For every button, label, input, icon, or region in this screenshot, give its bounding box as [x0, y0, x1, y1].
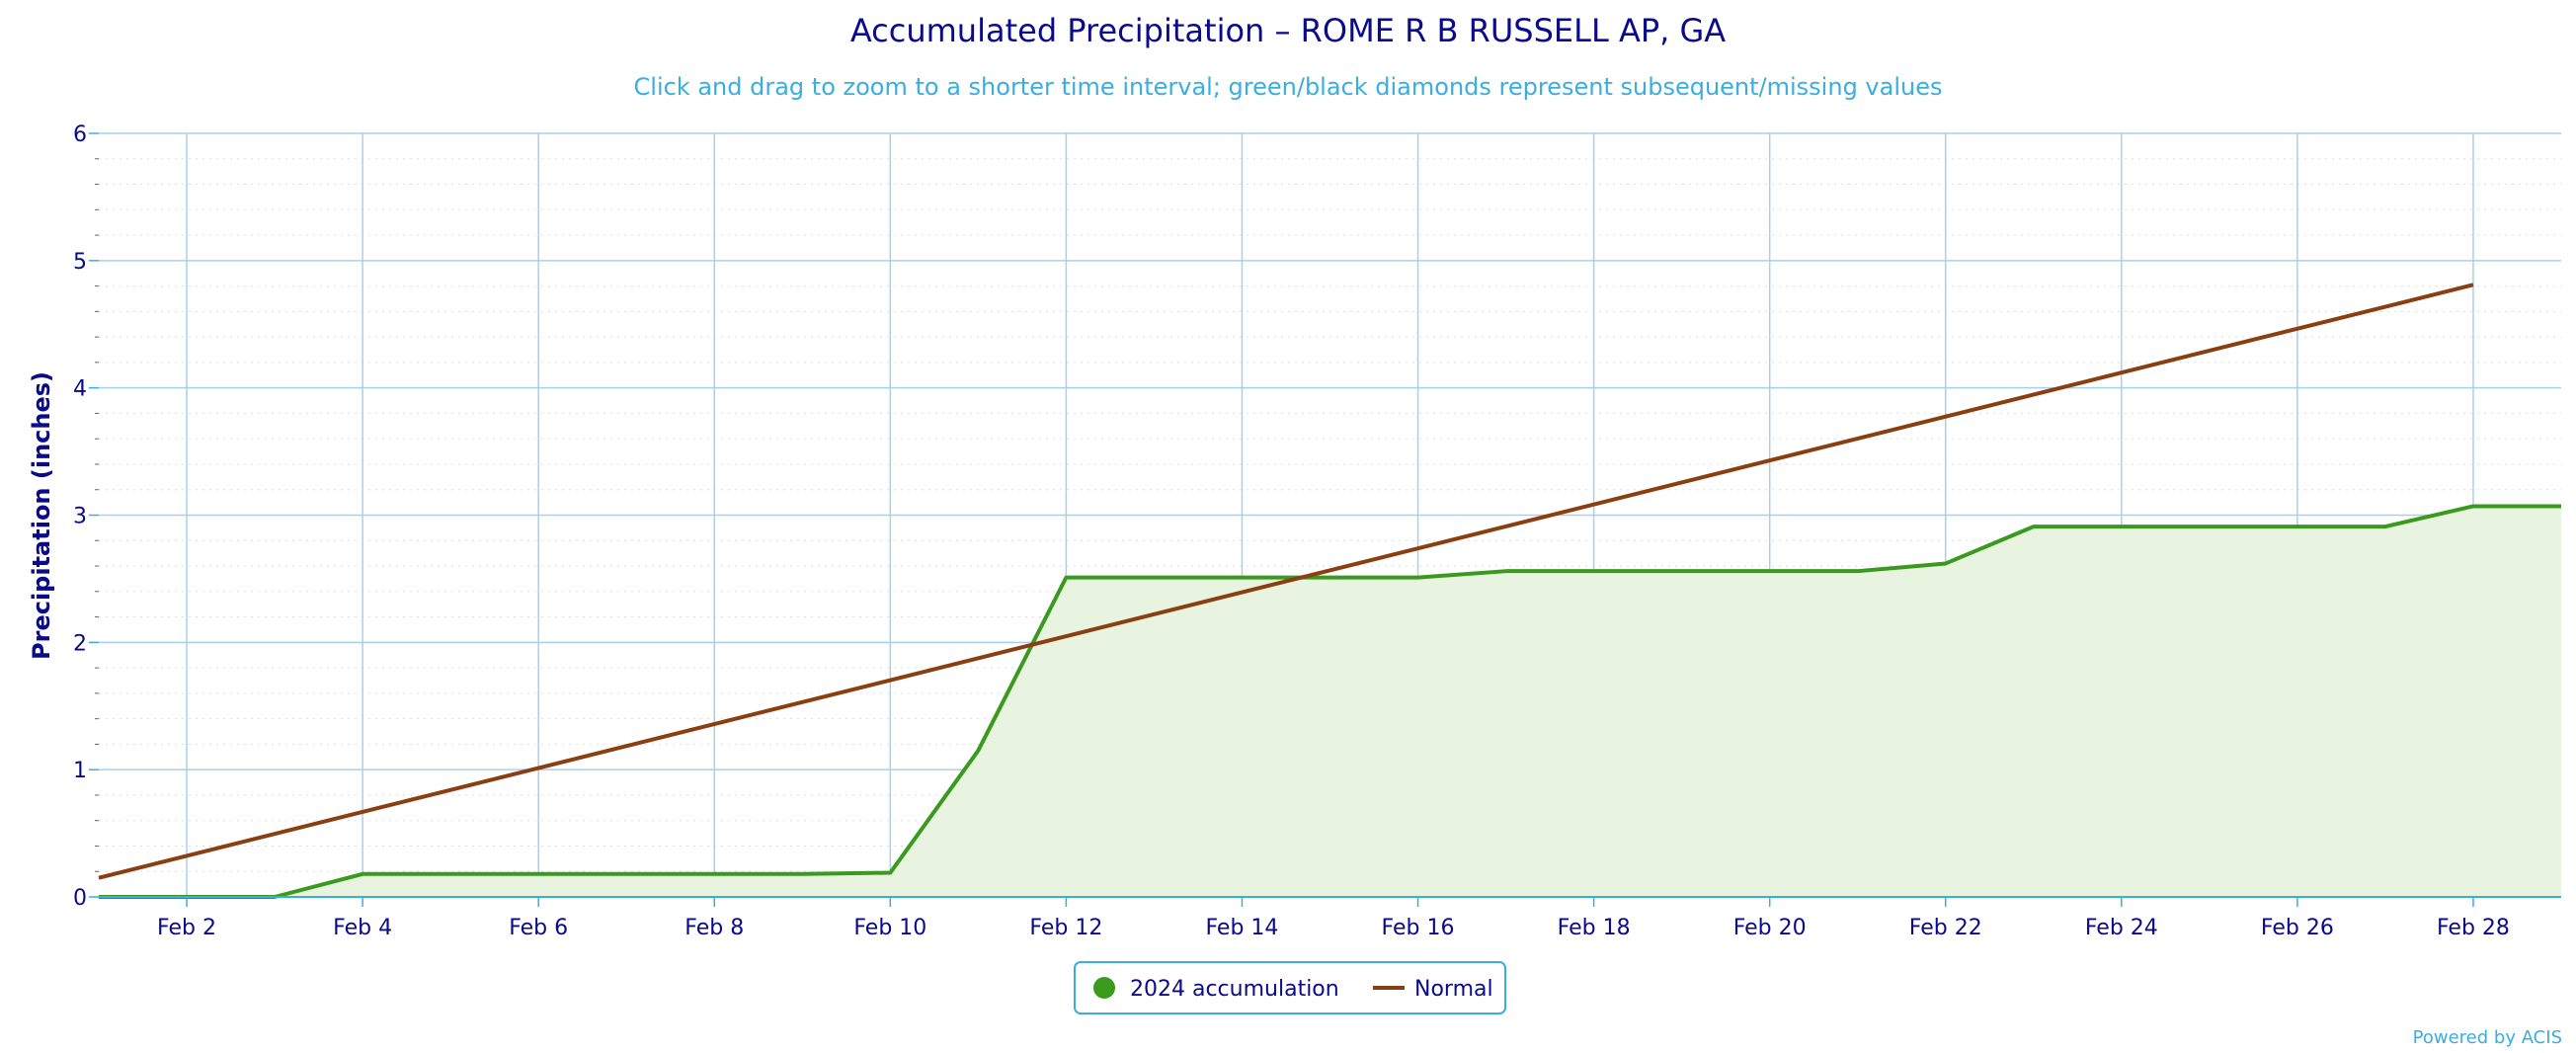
- accumulation-line: [99, 504, 2561, 899]
- legend-accumulation-label: 2024 accumulation: [1130, 977, 1339, 1002]
- x-tick-label: Feb 4: [333, 916, 392, 940]
- axes: 0 1 2 3 4 5 6 Feb 2 Feb 4 Feb 6 Feb 8 Feb 10 Feb 12 F…: [73, 122, 2561, 940]
- series-lines: [98, 283, 2561, 899]
- grid: [99, 132, 2561, 898]
- y-axis-label: Precipitation (inches): [28, 371, 55, 660]
- x-tick-label: Feb 6: [509, 916, 568, 940]
- y-tick-label: 0: [73, 886, 87, 911]
- x-tick-label: Feb 28: [2437, 916, 2510, 940]
- x-tick-label: Feb 2: [157, 916, 216, 940]
- x-tick-label: Feb 16: [1382, 916, 1455, 940]
- legend-accumulation-marker: [1093, 977, 1115, 999]
- x-tick-label: Feb 20: [1733, 916, 1807, 940]
- x-tick-label: Feb 18: [1558, 916, 1631, 940]
- legend-normal-label: Normal: [1414, 977, 1493, 1002]
- x-tick-label: Feb 12: [1029, 916, 1102, 940]
- y-tick-label: 2: [73, 631, 87, 656]
- x-tick-label: Feb 14: [1205, 916, 1278, 940]
- chart-subtitle: Click and drag to zoom to a shorter time…: [633, 73, 1943, 101]
- x-tick-label: Feb 26: [2261, 916, 2334, 940]
- x-tick-label: Feb 10: [853, 916, 926, 940]
- accumulation-area-layer: [99, 506, 2561, 897]
- y-tick-label: 6: [73, 122, 87, 147]
- legend-box: [1074, 961, 1506, 1014]
- accumulation-area: [99, 506, 2561, 897]
- y-tick-label: 1: [73, 759, 87, 783]
- x-tick-label: Feb 24: [2085, 916, 2158, 940]
- legend-item-normal[interactable]: Normal: [1373, 977, 1493, 1002]
- normal-line: [98, 283, 2474, 880]
- x-tick-label: Feb 8: [684, 916, 744, 940]
- x-tick-label: Feb 22: [1909, 916, 1982, 940]
- powered-by-credit[interactable]: Powered by ACIS: [2412, 1027, 2562, 1048]
- legend[interactable]: 2024 accumulation Normal: [1074, 961, 1506, 1014]
- y-tick-label: 4: [73, 377, 87, 402]
- legend-item-accumulation[interactable]: 2024 accumulation: [1093, 977, 1339, 1002]
- y-tick-label: 3: [73, 505, 87, 529]
- y-tick-label: 5: [73, 250, 87, 275]
- chart-title: Accumulated Precipitation – ROME R B RUS…: [849, 12, 1727, 49]
